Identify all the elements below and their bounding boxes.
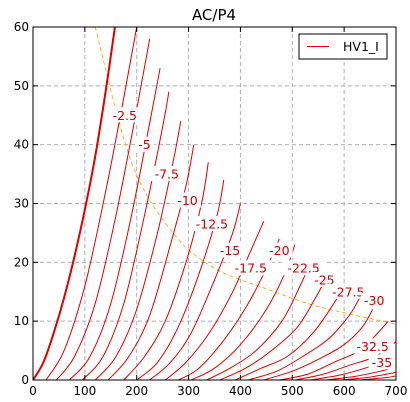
curve--17_5 xyxy=(123,162,209,380)
curve--35 xyxy=(219,273,330,380)
curve-label-group: -35 xyxy=(368,354,396,370)
y-tick-label: 60 xyxy=(14,20,29,34)
curve-label-bg xyxy=(282,260,325,276)
curve-label-bg xyxy=(174,192,201,208)
load-line xyxy=(94,27,396,325)
curve-label-group: -15 xyxy=(216,242,244,258)
curve-label-group: -32.5 xyxy=(351,338,394,354)
y-tick-label: 10 xyxy=(14,314,29,328)
curve--40 xyxy=(248,297,361,380)
curve--45 xyxy=(279,320,389,380)
curve-label: -15 xyxy=(220,243,240,258)
load-line-layer xyxy=(94,27,396,325)
curve-label: -5 xyxy=(138,137,150,152)
chart-title: AC/P4 xyxy=(192,6,236,24)
y-tick-label: 30 xyxy=(14,197,29,211)
curve-label-group: -12.5 xyxy=(190,216,233,232)
curve-label: -7.5 xyxy=(155,167,179,182)
curve-label: -35 xyxy=(372,355,392,370)
x-tick-label: 0 xyxy=(29,384,37,398)
x-axis: 0 100 200 300 400 500 600 700 xyxy=(29,27,407,398)
curve-label-bg xyxy=(216,242,244,258)
y-tick-label: 0 xyxy=(21,373,29,387)
curve-label: -30 xyxy=(364,293,384,308)
curve-label: -10 xyxy=(177,193,197,208)
curve-label: -12.5 xyxy=(196,217,228,232)
curve-label-bg xyxy=(107,107,142,123)
y-axis: 0 10 20 30 40 50 60 xyxy=(14,20,396,387)
curve--25 xyxy=(164,220,265,380)
curve-label: -32.5 xyxy=(356,339,388,354)
curve-label-bg xyxy=(149,166,184,182)
curve-label-bg xyxy=(327,283,370,299)
curve--57_5 xyxy=(359,375,396,380)
x-tick-label: 300 xyxy=(177,384,200,398)
curve-label: -27.5 xyxy=(332,284,364,299)
y-tick-label: 50 xyxy=(14,79,29,93)
curve-label-bg xyxy=(134,136,155,152)
curve--12_5 xyxy=(94,121,182,380)
curve--22_5 xyxy=(149,203,241,380)
legend-entry: HV1_I xyxy=(343,39,379,54)
curve-label-bg xyxy=(368,354,396,370)
curve-label-group: -25 xyxy=(311,271,338,287)
curve-label-bg xyxy=(311,271,338,287)
curve--37_5 xyxy=(234,285,345,380)
curve-label-group: -17.5 xyxy=(229,260,272,276)
curve--10 xyxy=(81,91,170,380)
curve-label-group: -27.5 xyxy=(327,283,370,299)
x-tick-label: 400 xyxy=(229,384,252,398)
curve-label-group: -7.5 xyxy=(149,166,184,182)
curve--2_5 xyxy=(45,27,138,380)
x-tick-label: 500 xyxy=(281,384,304,398)
curve-label-group: -10 xyxy=(174,192,201,208)
curve-label-bg xyxy=(351,338,394,354)
curve-label-bg xyxy=(265,242,293,258)
curve--20 xyxy=(136,179,225,380)
curve--15 xyxy=(107,144,195,380)
x-tick-label: 600 xyxy=(333,384,356,398)
curve--55 xyxy=(341,371,396,380)
x-tick-label: 700 xyxy=(385,384,408,398)
curve-label-bg xyxy=(190,216,233,232)
legend: HV1_I xyxy=(298,33,388,60)
y-tick-label: 40 xyxy=(14,138,29,152)
curve--42_5 xyxy=(263,309,374,380)
curve--5 xyxy=(55,38,151,380)
curve-label-group: -20 xyxy=(265,242,293,258)
curve-label-group: -30 xyxy=(360,292,388,308)
curve-label-group: -22.5 xyxy=(282,260,325,276)
curve-label-group: -2.5 xyxy=(107,107,142,123)
x-tick-label: 200 xyxy=(125,384,148,398)
curve-label: -25 xyxy=(314,272,334,287)
curve--32_5 xyxy=(206,262,311,380)
curve-0 xyxy=(33,27,116,380)
curve-labels: -2.5-5 -7.5 -10 -12.5 -15 -17.5-20 -22.5-25-27… xyxy=(107,107,396,370)
x-tick-label: 100 xyxy=(73,384,96,398)
curve-label-group: -5 xyxy=(134,136,155,152)
curve-label: -2.5 xyxy=(113,108,137,123)
curve-label-bg xyxy=(360,292,388,308)
curve--7_5 xyxy=(68,68,161,380)
curve-label: -17.5 xyxy=(235,261,267,276)
y-tick-label: 20 xyxy=(14,255,29,269)
curve-label: -22.5 xyxy=(288,261,320,276)
curve-label: -20 xyxy=(269,243,289,258)
curve-label-bg xyxy=(229,260,272,276)
